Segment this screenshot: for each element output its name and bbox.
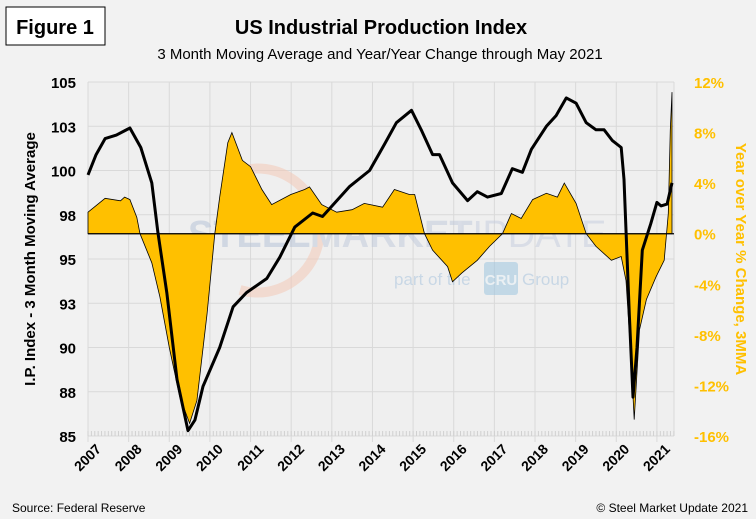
copyright-note: © Steel Market Update 2021 [596,501,748,515]
y2-tick-label: -4% [694,277,721,294]
chart-title: US Industrial Production Index [235,17,527,39]
y-tick-label: 88 [59,385,76,402]
y-tick-label: 95 [59,252,76,269]
y-axis-left: 105 103 100 98 95 93 90 88 85 [51,75,76,446]
y2-tick-label: 0% [694,227,716,244]
y2-axis-label: Year over Year % Change, 3MMA [732,143,749,375]
cru-logo [484,262,518,295]
y2-tick-label: 12% [694,75,724,92]
y-tick-label: 105 [51,75,76,92]
y-tick-label: 103 [51,119,76,136]
cru-logo-text: CRU [485,272,518,289]
watermark-group: Group [522,270,569,289]
y2-tick-label: -16% [694,429,729,446]
y-tick-label: 100 [51,164,76,181]
y2-tick-label: 4% [694,176,716,193]
source-note: Source: Federal Reserve [12,501,146,515]
figure-label-box [5,6,106,46]
y-tick-label: 85 [59,429,76,446]
y-tick-label: 98 [59,208,76,225]
ip-index-line [86,96,674,433]
y-tick-label: 93 [59,296,76,313]
y2-tick-label: 8% [694,126,716,143]
y-tick-label: 90 [59,341,76,358]
figure-label: Figure 1 [16,17,94,39]
y2-tick-label: -8% [694,328,721,345]
y-axis-label: I.P. Index - 3 Month Moving Average [22,132,39,386]
y2-tick-label: -12% [694,378,729,395]
chart-subtitle: 3 Month Moving Average and Year/Year Cha… [157,46,602,63]
y-axis-right: 12% 8% 4% 0% -4% -8% -12% -16% [694,75,729,446]
